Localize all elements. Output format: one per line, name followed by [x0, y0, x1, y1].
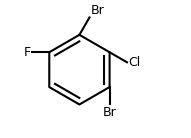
Text: Br: Br — [103, 106, 117, 119]
Text: Br: Br — [91, 4, 104, 17]
Text: F: F — [23, 46, 31, 59]
Text: Cl: Cl — [128, 56, 141, 69]
